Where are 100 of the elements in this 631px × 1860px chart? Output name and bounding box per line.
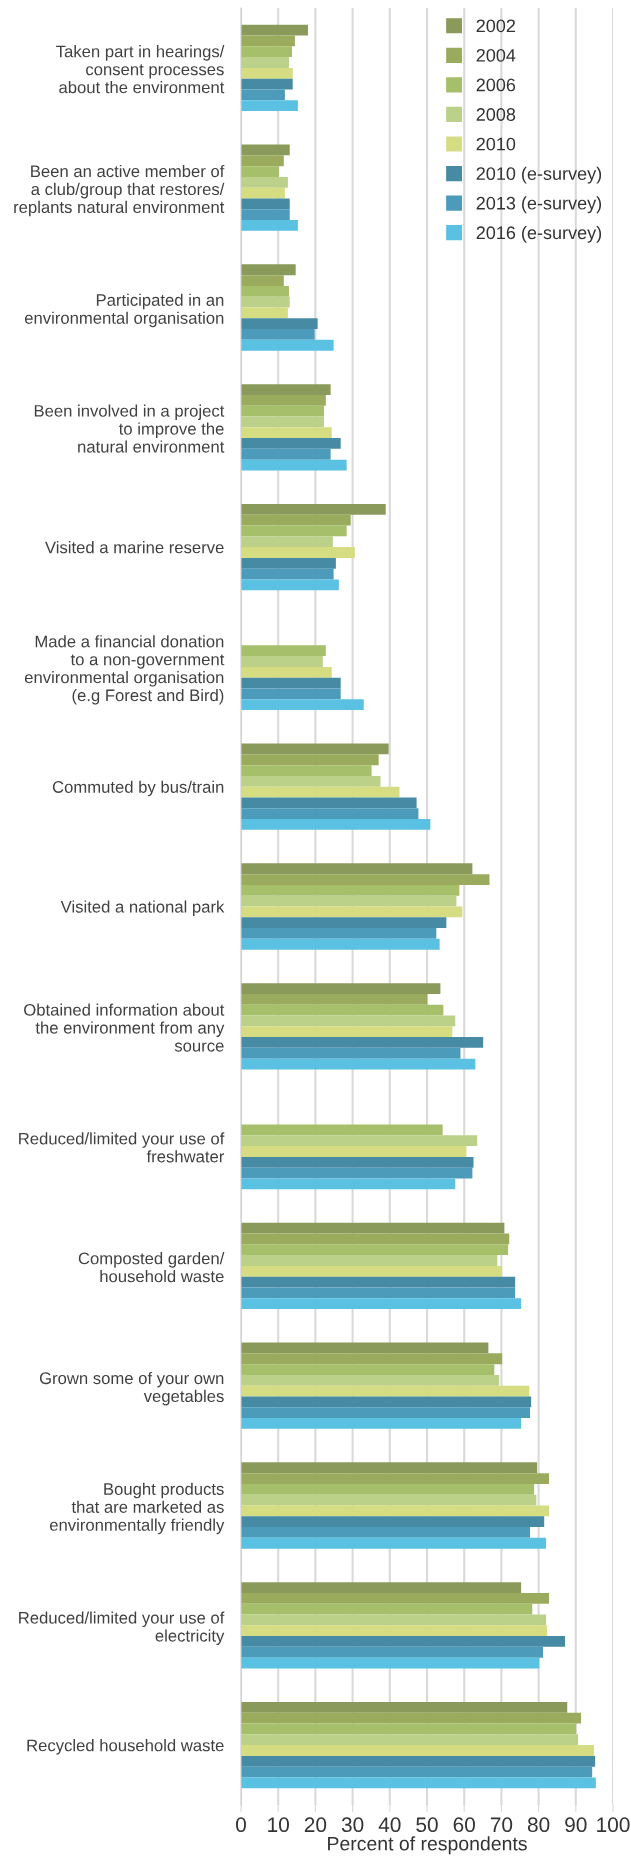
bar <box>241 503 386 515</box>
bar <box>241 1636 566 1647</box>
bar <box>241 329 315 340</box>
bar <box>241 1135 478 1147</box>
bar <box>241 1473 550 1484</box>
bar <box>241 1047 461 1059</box>
bar <box>241 1777 596 1789</box>
bar <box>241 296 290 308</box>
y-tick-label: Composted garden/ household waste <box>78 1252 225 1283</box>
bar <box>241 1527 531 1538</box>
bar <box>241 24 308 36</box>
bar <box>241 1265 503 1277</box>
legend-label: 2008 <box>476 108 516 121</box>
legend-label: 2010 <box>476 137 516 151</box>
bar <box>241 666 332 678</box>
bar <box>241 405 324 417</box>
legend-label: 2006 <box>476 78 516 92</box>
bar <box>241 220 298 231</box>
bar <box>241 1625 548 1637</box>
bar <box>241 993 428 1005</box>
bar <box>241 166 279 177</box>
y-tick-label: Recycled household waste <box>27 1739 224 1755</box>
bar <box>241 1734 579 1746</box>
bar <box>241 906 463 918</box>
y-tick-label: Been involved in a project to improve the natural environment <box>34 404 225 453</box>
bar <box>241 754 379 766</box>
bar <box>241 78 293 90</box>
bar <box>241 688 341 700</box>
bar <box>241 557 336 569</box>
bar <box>241 35 295 47</box>
bar <box>241 895 457 907</box>
bar <box>241 1505 550 1517</box>
y-tick-label: Bought products that are marketed as environmentally friendly <box>49 1482 225 1535</box>
bar <box>241 579 339 591</box>
y-tick-label: Made a financial donation to a non-government environmental organisation (e.g Forest and Bird) <box>24 635 225 705</box>
bar <box>241 1646 544 1658</box>
bar <box>241 819 431 830</box>
bar <box>241 938 440 950</box>
bar <box>241 1723 577 1735</box>
bar <box>241 863 473 875</box>
bar <box>241 1745 595 1756</box>
x-tick-label: 50 <box>416 1817 438 1833</box>
bar <box>241 1418 522 1429</box>
x-tick-label: 0 <box>236 1817 246 1833</box>
legend-label: 2010 (e-survey) <box>476 166 602 184</box>
bar <box>241 547 355 558</box>
bar <box>241 1178 456 1190</box>
bar <box>241 46 292 58</box>
bar <box>241 1537 547 1549</box>
bar <box>241 1353 503 1365</box>
bar <box>241 448 331 460</box>
bar <box>241 1298 522 1310</box>
x-tick-label: 100 <box>597 1817 630 1833</box>
bar <box>241 1287 516 1299</box>
x-tick-label: 80 <box>527 1817 550 1833</box>
bar <box>241 765 372 776</box>
bar <box>241 1058 476 1070</box>
bar <box>241 1483 535 1495</box>
x-tick-label: 30 <box>341 1817 364 1833</box>
bar <box>241 1244 509 1256</box>
x-tick-label: 20 <box>304 1817 327 1833</box>
bar <box>241 67 293 79</box>
bar <box>241 1255 498 1266</box>
bar <box>241 198 290 210</box>
bar <box>241 1026 453 1038</box>
bar <box>241 1385 530 1397</box>
bar <box>241 884 460 896</box>
bar <box>241 155 284 167</box>
bar <box>241 427 332 439</box>
x-tick-label: 60 <box>453 1817 475 1833</box>
bar <box>241 416 324 428</box>
bar <box>241 89 285 101</box>
bar <box>241 1494 537 1506</box>
bar <box>241 1516 545 1528</box>
bar <box>241 1374 500 1386</box>
y-tick-label: Obtained information about the environment from any source <box>24 1003 225 1052</box>
bar <box>241 1614 547 1626</box>
bar <box>241 525 347 537</box>
bar <box>241 1276 516 1288</box>
bar <box>241 874 490 885</box>
bar <box>241 275 284 286</box>
legend-label: 2004 <box>476 48 516 62</box>
bar <box>241 656 323 667</box>
bar <box>241 100 298 112</box>
y-tick-label: Been an active member of a club/group that restores/ replants natural environment <box>14 164 225 217</box>
y-tick-label: Participated in an environmental organisation <box>24 293 224 328</box>
bar <box>241 536 333 548</box>
bar <box>241 1156 474 1168</box>
bar <box>241 1582 522 1593</box>
bar <box>241 928 437 939</box>
bar <box>241 264 296 276</box>
bar <box>241 917 447 929</box>
bar <box>241 339 334 351</box>
bar <box>241 983 441 994</box>
bar <box>241 514 351 526</box>
bar <box>241 384 331 395</box>
bar <box>241 786 400 798</box>
y-tick-label: Visited a marine reserve <box>45 541 224 554</box>
bar <box>241 1146 467 1157</box>
x-tick-label: 90 <box>565 1817 587 1833</box>
